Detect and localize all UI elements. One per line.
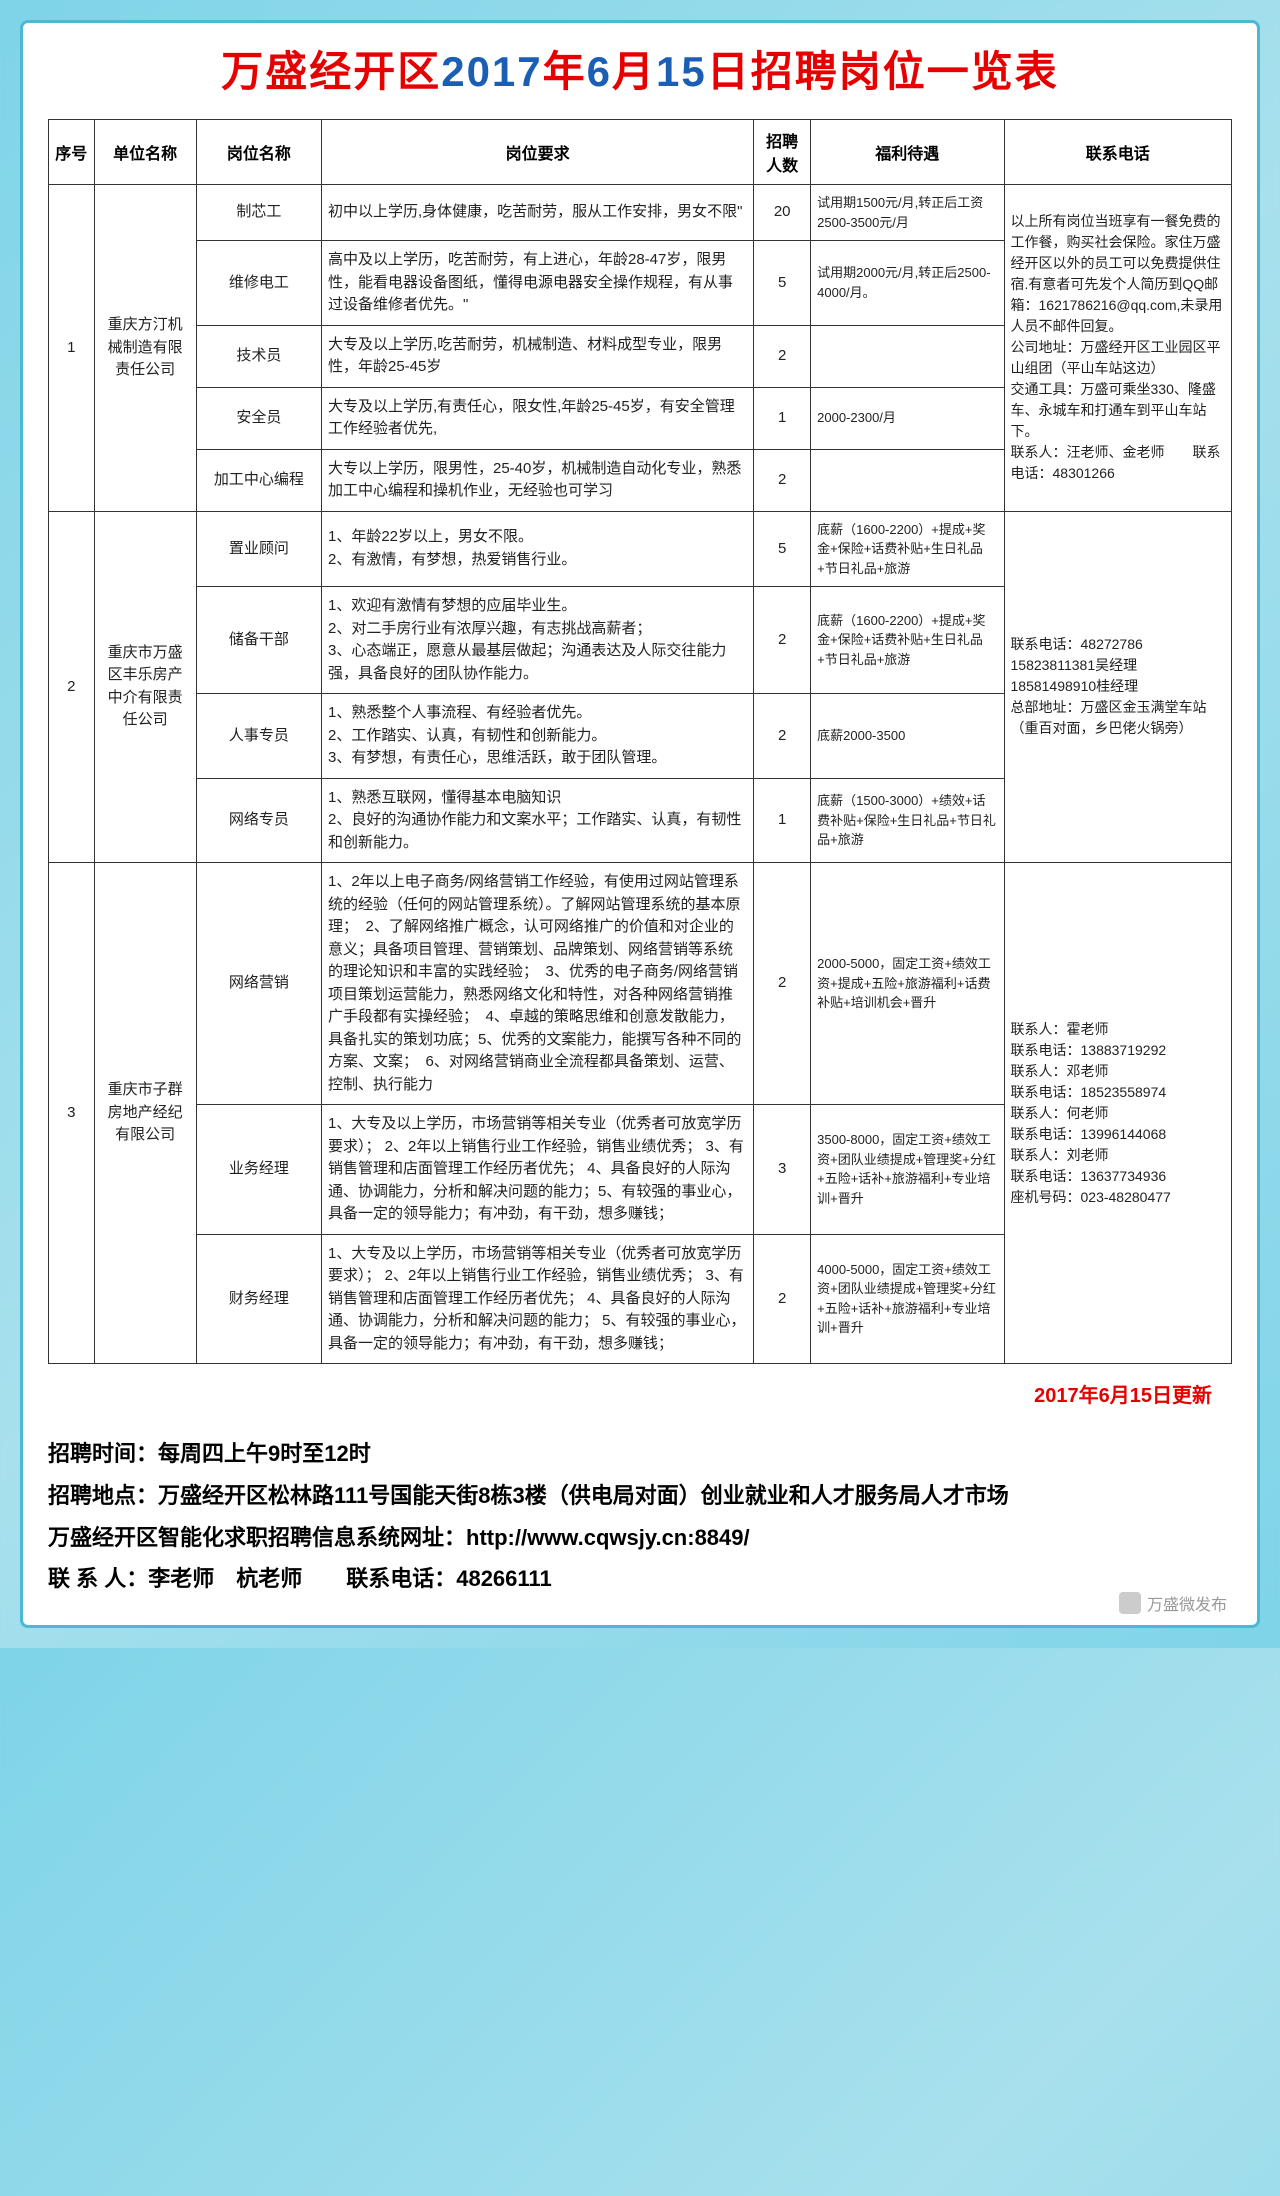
th-contact: 联系电话 xyxy=(1004,120,1232,185)
cell-benefit: 试用期1500元/月,转正后工资2500-3500元/月 xyxy=(811,185,1004,241)
cell-req: 高中及以上学历，吃苦耐劳，有上进心，年龄28-47岁，限男性，能看电器设备图纸，… xyxy=(322,241,754,326)
cell-count: 2 xyxy=(754,1234,811,1364)
table-row: 2重庆市万盛区丰乐房产中介有限责任公司置业顾问1、年龄22岁以上，男女不限。 2… xyxy=(49,511,1232,587)
title-seg: 2017 xyxy=(441,48,542,95)
poster-frame: 万盛经开区2017年6月15日招聘岗位一览表 序号 单位名称 岗位名称 岗位要求… xyxy=(20,20,1260,1628)
cell-benefit: 3500-8000，固定工资+绩效工资+团队业绩提成+管理奖+分红+五险+话补+… xyxy=(811,1105,1004,1235)
cell-position: 维修电工 xyxy=(196,241,321,326)
cell-req: 1、大专及以上学历，市场营销等相关专业（优秀者可放宽学历要求）； 2、2年以上销… xyxy=(322,1234,754,1364)
cell-position: 技术员 xyxy=(196,325,321,387)
cell-contact: 联系人：霍老师 联系电话：13883719292 联系人：邓老师 联系电话：18… xyxy=(1004,863,1232,1364)
footer-info: 招聘时间：每周四上午9时至12时 招聘地点：万盛经开区松林路111号国能天街8栋… xyxy=(48,1433,1232,1600)
title-seg: 年 xyxy=(543,48,587,95)
th-benefit: 福利待遇 xyxy=(811,120,1004,185)
cell-benefit: 底薪（1600-2200）+提成+奖金+保险+话费补贴+生日礼品+节日礼品+旅游 xyxy=(811,511,1004,587)
footer-line: 招聘时间：每周四上午9时至12时 xyxy=(48,1433,1232,1475)
watermark-text: 万盛微发布 xyxy=(1147,1591,1227,1615)
cell-company: 重庆方汀机械制造有限责任公司 xyxy=(94,185,196,512)
title-seg: 15 xyxy=(656,48,707,95)
cell-req: 1、熟悉整个人事流程、有经验者优先。 2、工作踏实、认真，有韧性和创新能力。 3… xyxy=(322,694,754,779)
th-req: 岗位要求 xyxy=(322,120,754,185)
page-title: 万盛经开区2017年6月15日招聘岗位一览表 xyxy=(48,38,1232,99)
cell-count: 3 xyxy=(754,1105,811,1235)
cell-benefit: 2000-5000，固定工资+绩效工资+提成+五险+旅游福利+话费补贴+培训机会… xyxy=(811,863,1004,1105)
cell-req: 初中以上学历,身体健康，吃苦耐劳，服从工作安排，男女不限" xyxy=(322,185,754,241)
table-row: 1重庆方汀机械制造有限责任公司制芯工初中以上学历,身体健康，吃苦耐劳，服从工作安… xyxy=(49,185,1232,241)
cell-position: 业务经理 xyxy=(196,1105,321,1235)
cell-req: 1、年龄22岁以上，男女不限。 2、有激情，有梦想，热爱销售行业。 xyxy=(322,511,754,587)
cell-count: 2 xyxy=(754,694,811,779)
cell-req: 大专以上学历，限男性，25-40岁，机械制造自动化专业，熟悉加工中心编程和操机作… xyxy=(322,449,754,511)
cell-req: 1、2年以上电子商务/网络营销工作经验，有使用过网站管理系统的经验（任何的网站管… xyxy=(322,863,754,1105)
cell-benefit: 底薪（1500-3000）+绩效+话费补贴+保险+生日礼品+节日礼品+旅游 xyxy=(811,778,1004,863)
cell-count: 1 xyxy=(754,387,811,449)
cell-position: 储备干部 xyxy=(196,587,321,694)
title-seg: 日招聘岗位一览表 xyxy=(707,48,1059,95)
cell-position: 人事专员 xyxy=(196,694,321,779)
cell-req: 1、熟悉互联网，懂得基本电脑知识 2、良好的沟通协作能力和文案水平；工作踏实、认… xyxy=(322,778,754,863)
cell-count: 5 xyxy=(754,511,811,587)
cell-count: 2 xyxy=(754,863,811,1105)
cell-position: 置业顾问 xyxy=(196,511,321,587)
cell-position: 网络营销 xyxy=(196,863,321,1105)
cell-position: 制芯工 xyxy=(196,185,321,241)
cell-req: 大专及以上学历,吃苦耐劳，机械制造、材料成型专业，限男性，年龄25-45岁 xyxy=(322,325,754,387)
cell-position: 网络专员 xyxy=(196,778,321,863)
cell-req: 1、大专及以上学历，市场营销等相关专业（优秀者可放宽学历要求）； 2、2年以上销… xyxy=(322,1105,754,1235)
cell-company: 重庆市子群房地产经纪有限公司 xyxy=(94,863,196,1364)
cell-count: 2 xyxy=(754,325,811,387)
table-body: 1重庆方汀机械制造有限责任公司制芯工初中以上学历,身体健康，吃苦耐劳，服从工作安… xyxy=(49,185,1232,1364)
cell-count: 5 xyxy=(754,241,811,326)
cell-req: 大专及以上学历,有责任心，限女性,年龄25-45岁，有安全管理工作经验者优先, xyxy=(322,387,754,449)
cell-position: 财务经理 xyxy=(196,1234,321,1364)
cell-benefit: 4000-5000，固定工资+绩效工资+团队业绩提成+管理奖+分红+五险+话补+… xyxy=(811,1234,1004,1364)
cell-seq: 1 xyxy=(49,185,95,512)
cell-count: 1 xyxy=(754,778,811,863)
cell-company: 重庆市万盛区丰乐房产中介有限责任公司 xyxy=(94,511,196,863)
cell-seq: 3 xyxy=(49,863,95,1364)
cell-contact: 联系电话：48272786 15823811381吴经理 18581498910… xyxy=(1004,511,1232,863)
cell-req: 1、欢迎有激情有梦想的应届毕业生。 2、对二手房行业有浓厚兴趣，有志挑战高薪者；… xyxy=(322,587,754,694)
header-row: 序号 单位名称 岗位名称 岗位要求 招聘人数 福利待遇 联系电话 xyxy=(49,120,1232,185)
cell-benefit: 2000-2300/月 xyxy=(811,387,1004,449)
th-company: 单位名称 xyxy=(94,120,196,185)
cell-count: 2 xyxy=(754,449,811,511)
cell-position: 加工中心编程 xyxy=(196,449,321,511)
table-row: 3重庆市子群房地产经纪有限公司网络营销1、2年以上电子商务/网络营销工作经验，有… xyxy=(49,863,1232,1105)
cell-benefit: 底薪2000-3500 xyxy=(811,694,1004,779)
footer-line: 招聘地点：万盛经开区松林路111号国能天街8栋3楼（供电局对面）创业就业和人才服… xyxy=(48,1475,1232,1517)
cell-benefit: 试用期2000元/月,转正后2500-4000/月。 xyxy=(811,241,1004,326)
footer-line: 万盛经开区智能化求职招聘信息系统网址：http://www.cqwsjy.cn:… xyxy=(48,1517,1232,1559)
cell-count: 20 xyxy=(754,185,811,241)
title-seg: 万盛经开区 xyxy=(221,48,441,95)
cell-contact: 以上所有岗位当班享有一餐免费的工作餐，购买社会保险。家住万盛经开区以外的员工可以… xyxy=(1004,185,1232,512)
th-position: 岗位名称 xyxy=(196,120,321,185)
cell-count: 2 xyxy=(754,587,811,694)
title-seg: 月 xyxy=(612,48,656,95)
job-table: 序号 单位名称 岗位名称 岗位要求 招聘人数 福利待遇 联系电话 1重庆方汀机械… xyxy=(48,119,1232,1364)
cell-benefit xyxy=(811,449,1004,511)
cell-benefit xyxy=(811,325,1004,387)
th-seq: 序号 xyxy=(49,120,95,185)
cell-position: 安全员 xyxy=(196,387,321,449)
title-seg: 6 xyxy=(587,48,612,95)
cell-seq: 2 xyxy=(49,511,95,863)
cell-benefit: 底薪（1600-2200）+提成+奖金+保险+话费补贴+生日礼品+节日礼品+旅游 xyxy=(811,587,1004,694)
watermark: 万盛微发布 xyxy=(1119,1591,1227,1615)
update-date: 2017年6月15日更新 xyxy=(48,1379,1212,1408)
footer-line: 联 系 人：李老师 杭老师 联系电话：48266111 xyxy=(48,1558,1232,1600)
wechat-icon xyxy=(1119,1592,1141,1614)
th-count: 招聘人数 xyxy=(754,120,811,185)
